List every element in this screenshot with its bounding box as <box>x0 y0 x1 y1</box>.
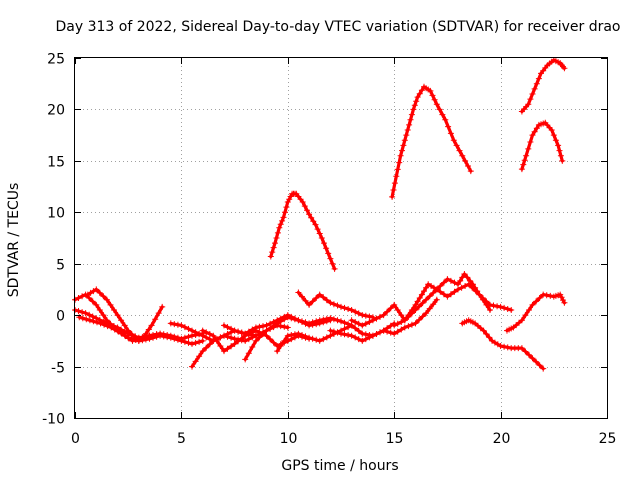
series-arc-18 <box>504 291 568 334</box>
series-group <box>72 57 568 372</box>
series-arc-15 <box>391 271 493 329</box>
series-markers <box>389 83 474 200</box>
series-markers <box>84 286 206 347</box>
y-tick-label: 10 <box>47 206 65 222</box>
x-tick-label: 0 <box>71 431 80 447</box>
series-markers <box>518 119 566 173</box>
series-arc-12 <box>295 289 376 321</box>
tick-marks <box>75 58 608 419</box>
grid <box>75 58 607 418</box>
series-line <box>392 272 492 327</box>
y-tick-label: 5 <box>56 258 65 274</box>
x-tick-label: 20 <box>493 431 511 447</box>
series-arc-13 <box>327 296 440 344</box>
series-markers <box>72 307 206 342</box>
series-line <box>296 290 375 319</box>
x-tick-label: 10 <box>280 431 298 447</box>
series-markers <box>327 296 440 344</box>
series-arc-4 <box>84 286 206 347</box>
x-tick-label: 25 <box>599 431 617 447</box>
y-tick-label: 15 <box>47 155 65 171</box>
series-arc-16 <box>389 83 474 200</box>
y-tick-label: 20 <box>47 103 65 119</box>
series-arc-20 <box>518 57 568 115</box>
x-tick-labels: 0 5 10 15 20 25 <box>71 431 616 447</box>
series-arc-9 <box>242 314 355 363</box>
y-tick-labels: -10 -5 0 5 10 15 20 25 <box>42 52 65 428</box>
series-line <box>269 192 337 271</box>
series-arc-10 <box>267 190 338 272</box>
x-axis-title: GPS time / hours <box>281 458 398 474</box>
series-markers <box>504 291 568 334</box>
x-tick-label: 5 <box>177 431 186 447</box>
y-tick-label: -10 <box>42 412 65 428</box>
y-tick-label: -5 <box>51 361 65 377</box>
y-tick-label: 0 <box>56 309 65 325</box>
series-markers <box>391 271 493 329</box>
plot-frame <box>74 57 608 419</box>
x-tick-label: 15 <box>386 431 404 447</box>
series-markers <box>295 289 376 321</box>
series-markers <box>267 190 338 272</box>
series-arc-19 <box>518 119 566 173</box>
chart-title: Day 313 of 2022, Sidereal Day-to-day VTE… <box>55 19 620 35</box>
series-arc-2 <box>72 307 206 342</box>
series-line <box>73 308 205 341</box>
series-markers <box>242 314 355 363</box>
series-markers <box>518 57 568 115</box>
series-line <box>460 318 545 371</box>
series-markers <box>459 317 547 372</box>
y-tick-label: 25 <box>47 52 65 68</box>
series-line <box>390 85 473 199</box>
y-axis-title: SDTVAR / TECUs <box>6 183 22 298</box>
series-arc-17 <box>459 317 547 372</box>
